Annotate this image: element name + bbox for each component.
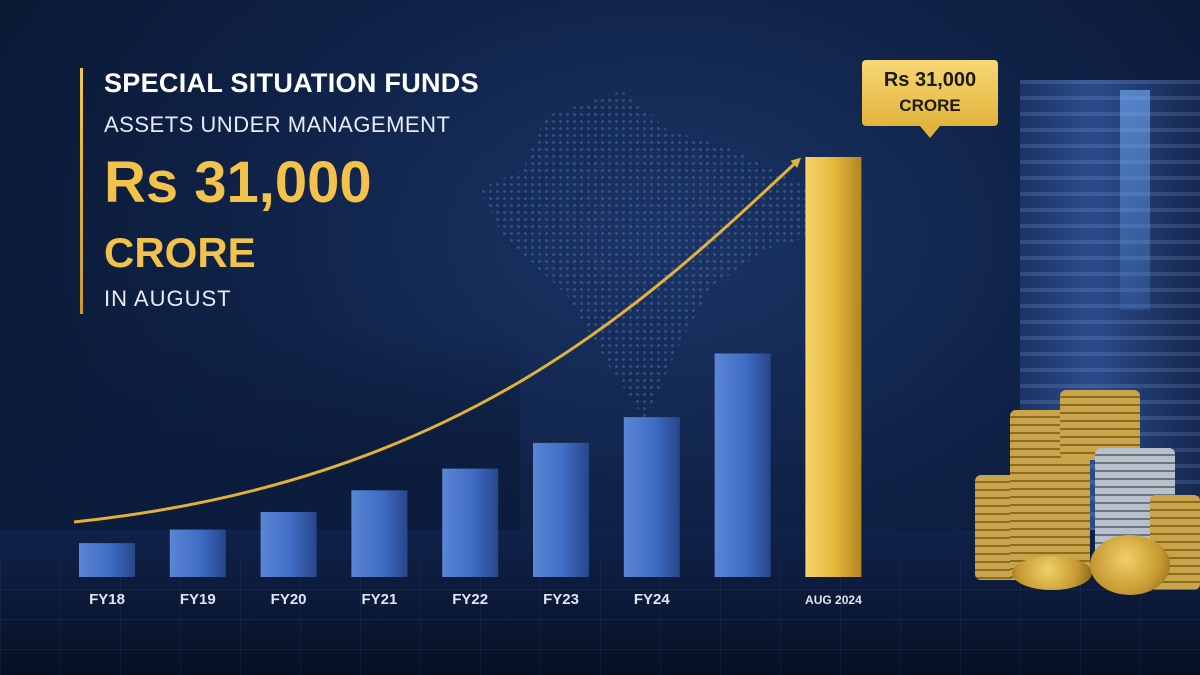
chart-title: SPECIAL SITUATION FUNDS xyxy=(104,68,479,98)
x-tick-label: FY23 xyxy=(543,591,579,608)
bar xyxy=(623,417,680,577)
bar xyxy=(442,468,499,577)
callout-amount: Rs 31,000 xyxy=(883,69,977,91)
heading-accent-bar xyxy=(80,68,83,314)
headline-period: IN AUGUST xyxy=(104,286,232,311)
headline-unit: CRORE xyxy=(104,229,256,276)
bar xyxy=(533,442,589,577)
value-callout: Rs 31,000 CRORE xyxy=(862,60,998,126)
x-tick-label: AUG 2024 xyxy=(805,593,862,607)
x-tick-label: FY21 xyxy=(361,591,397,608)
bar xyxy=(79,543,135,577)
highlight-bar xyxy=(805,157,862,577)
bar xyxy=(169,529,226,577)
x-tick-label: FY22 xyxy=(452,591,488,608)
headline-amount: Rs 31,000 xyxy=(104,150,372,215)
bar xyxy=(714,353,771,577)
coin xyxy=(1012,556,1092,590)
callout-unit: CRORE xyxy=(899,96,961,115)
callout-pointer xyxy=(920,126,940,138)
x-tick-label: FY18 xyxy=(89,591,125,608)
coin xyxy=(1090,535,1170,595)
chart-subtitle: ASSETS UNDER MANAGEMENT xyxy=(104,112,451,137)
x-tick-label: FY20 xyxy=(271,591,307,608)
bar xyxy=(351,490,408,577)
x-tick-label: FY24 xyxy=(634,591,671,608)
x-tick-label: FY19 xyxy=(180,591,216,608)
office-tower-light xyxy=(1120,90,1150,310)
bar xyxy=(260,511,317,577)
trend-arrow xyxy=(73,157,802,524)
city-skyline-backdrop xyxy=(0,330,520,550)
